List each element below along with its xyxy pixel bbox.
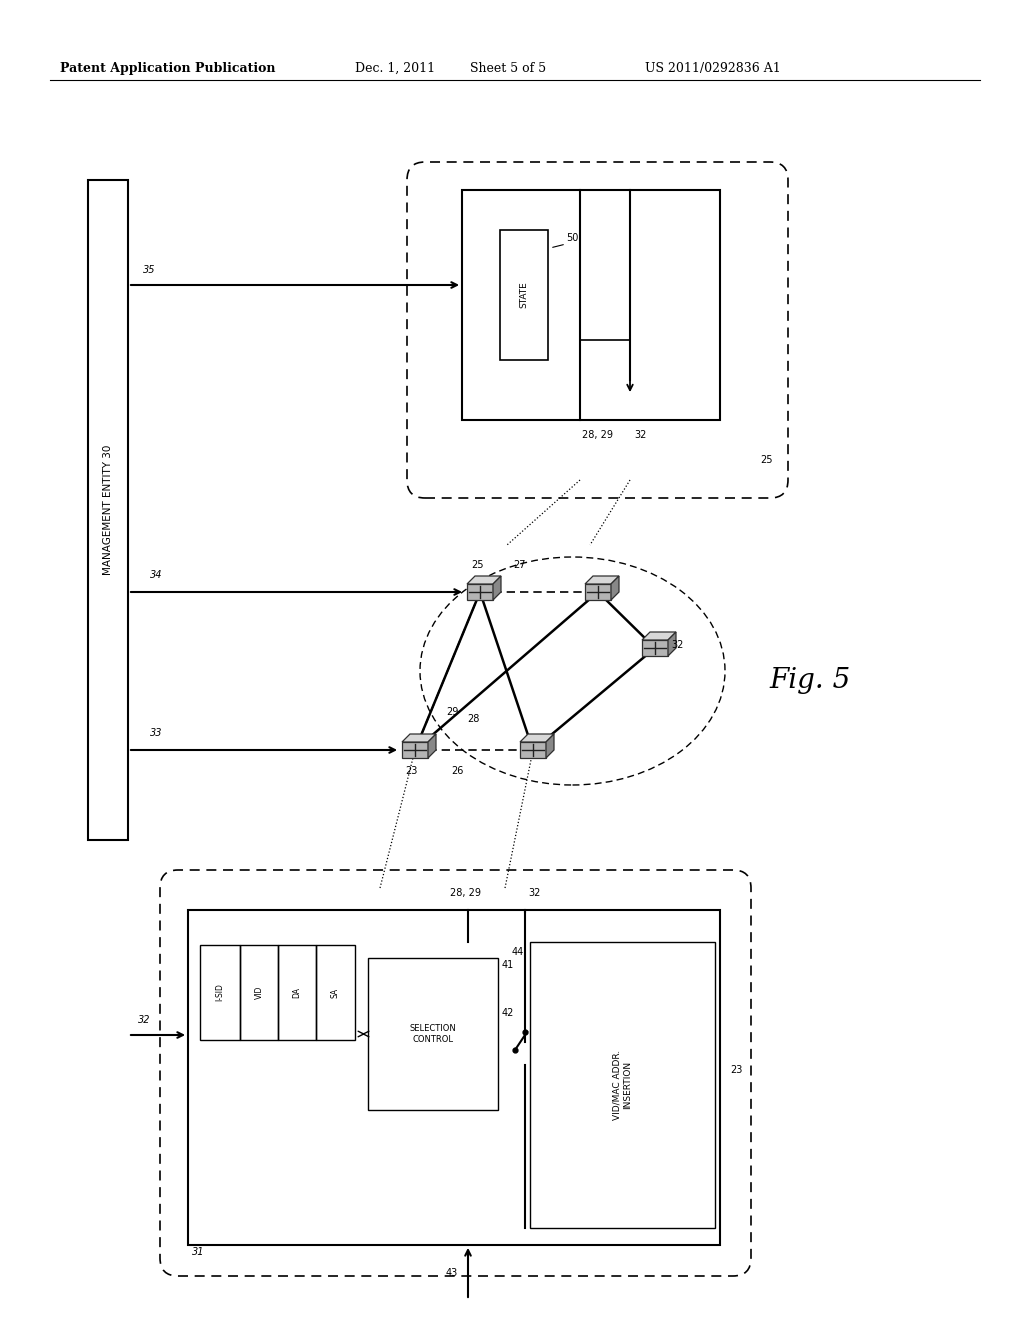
Polygon shape [520,734,554,742]
Text: MANAGEMENT ENTITY 30: MANAGEMENT ENTITY 30 [103,445,113,576]
Text: 28, 29: 28, 29 [582,430,613,440]
Polygon shape [546,734,554,758]
Text: 28: 28 [467,714,479,723]
Polygon shape [585,583,611,601]
Text: SELECTION
CONTROL: SELECTION CONTROL [410,1024,457,1044]
Bar [462,190,720,420]
Text: 42: 42 [502,1008,514,1018]
Text: 27: 27 [514,560,526,570]
Bar [278,945,316,1040]
Text: 35: 35 [143,265,156,275]
Text: 44: 44 [512,946,524,957]
Polygon shape [402,734,436,742]
Polygon shape [611,576,618,601]
Text: 26: 26 [451,766,463,776]
Text: 43: 43 [445,1269,458,1278]
Text: 23: 23 [404,766,417,776]
Text: 29: 29 [445,708,458,717]
Polygon shape [585,576,618,583]
Text: US 2011/0292836 A1: US 2011/0292836 A1 [645,62,780,75]
Text: STATE: STATE [519,281,528,309]
Text: VID: VID [255,986,263,999]
Text: 33: 33 [150,729,163,738]
Text: 32: 32 [528,888,541,898]
Bar [316,945,355,1040]
Bar [88,180,128,840]
Text: Dec. 1, 2011: Dec. 1, 2011 [355,62,435,75]
Polygon shape [467,583,493,601]
Text: I-SID: I-SID [215,983,224,1002]
Polygon shape [402,742,428,758]
Text: 34: 34 [150,570,163,579]
Text: VID/MAC ADDR.
INSERTION: VID/MAC ADDR. INSERTION [612,1049,632,1121]
Text: 32: 32 [671,640,683,649]
Polygon shape [493,576,501,601]
Text: 41: 41 [502,960,514,970]
Text: 25: 25 [760,455,772,465]
Text: Sheet 5 of 5: Sheet 5 of 5 [470,62,546,75]
Bar [188,909,720,1245]
Bar [200,945,240,1040]
Polygon shape [642,640,668,656]
Polygon shape [428,734,436,758]
Text: 23: 23 [730,1065,742,1074]
Polygon shape [642,632,676,640]
Text: 25: 25 [472,560,484,570]
Text: DA: DA [293,987,301,998]
Bar [368,958,498,1110]
Bar [530,942,715,1228]
Text: 32: 32 [138,1015,151,1026]
Polygon shape [520,742,546,758]
Polygon shape [467,576,501,583]
Polygon shape [668,632,676,656]
Text: 32: 32 [634,430,646,440]
Text: 31: 31 [193,1247,205,1257]
Text: Patent Application Publication: Patent Application Publication [60,62,275,75]
Bar [500,230,548,360]
Text: 50: 50 [566,234,579,243]
Text: 28, 29: 28, 29 [451,888,481,898]
Text: Fig. 5: Fig. 5 [769,667,851,693]
Bar [240,945,278,1040]
Text: SA: SA [331,987,340,998]
